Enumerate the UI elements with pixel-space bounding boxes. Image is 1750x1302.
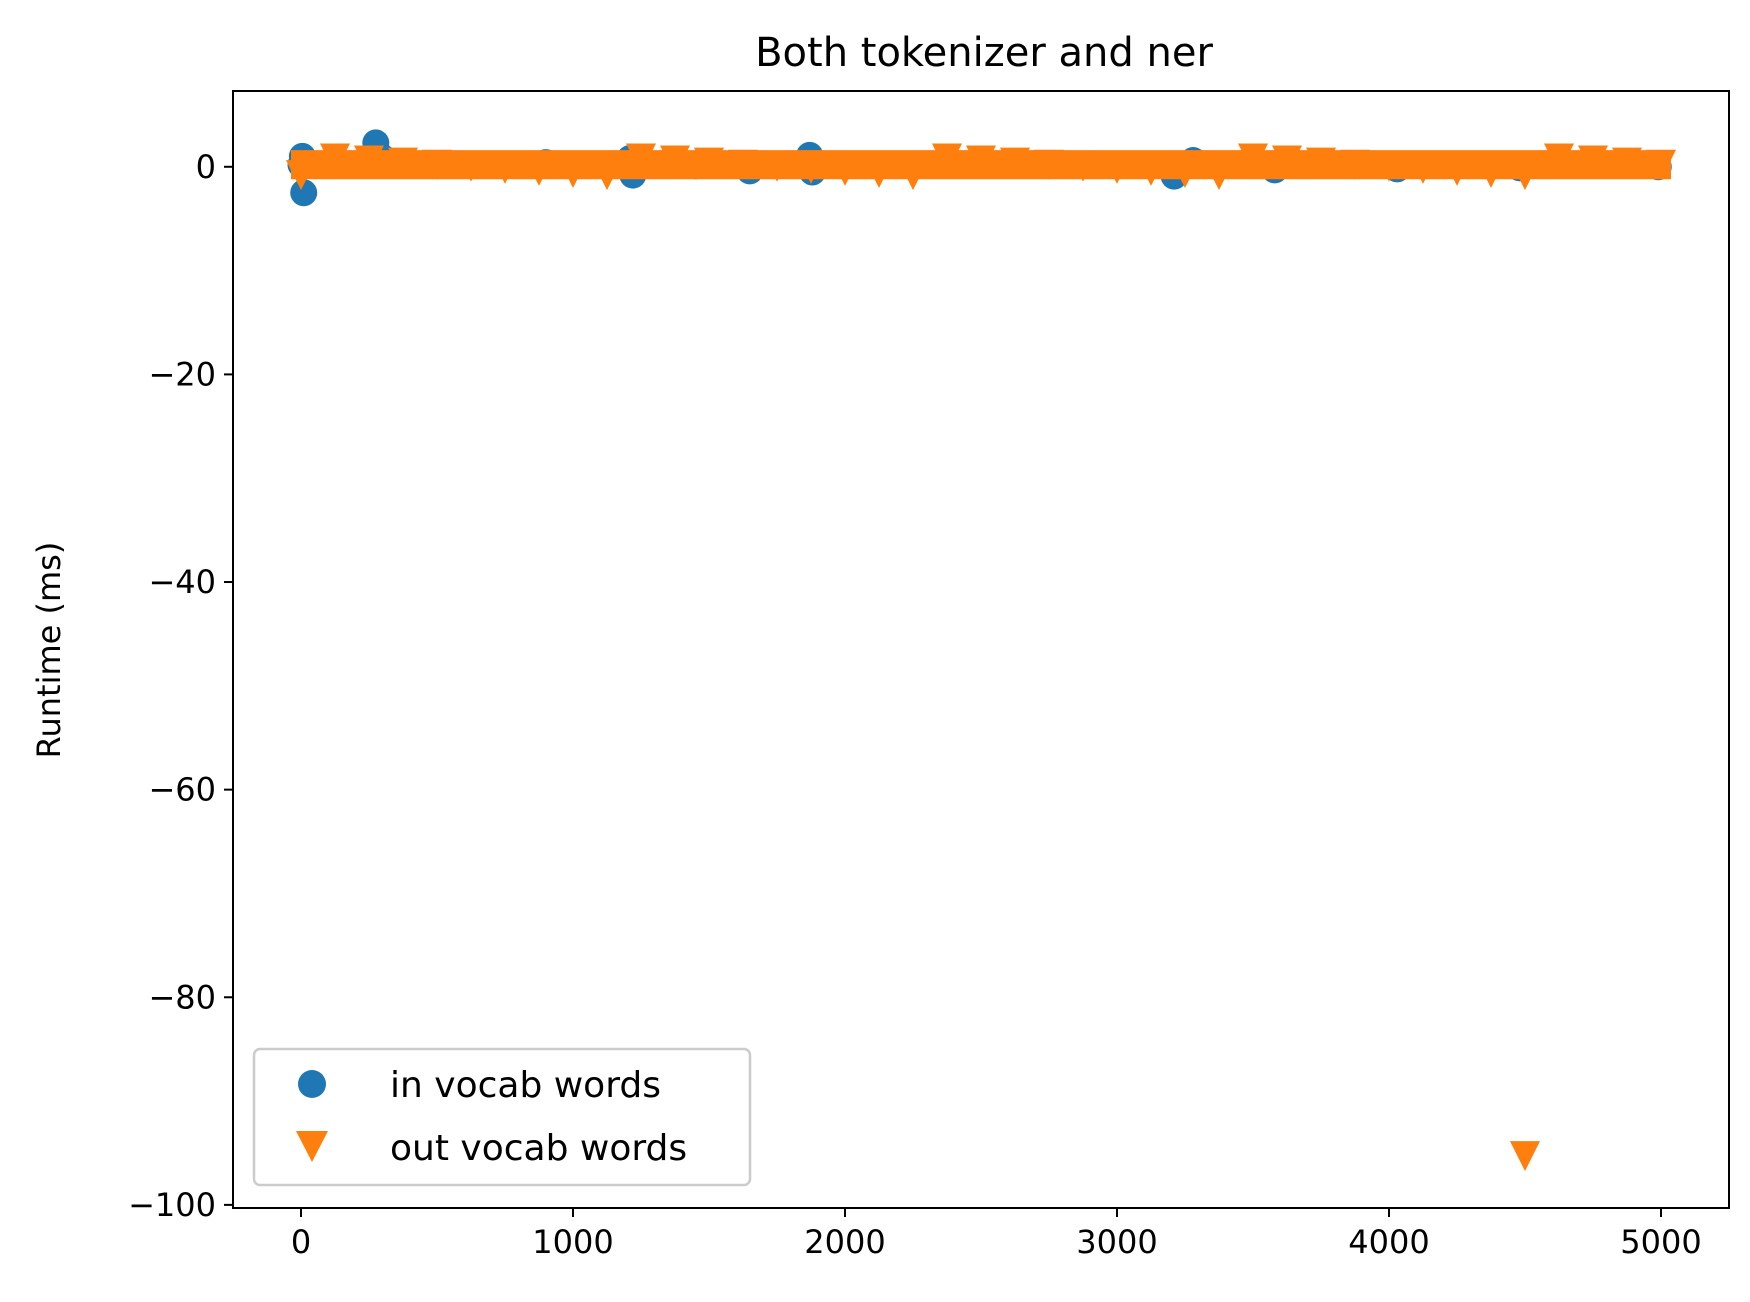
point-out-vocab [694, 147, 724, 178]
point-out-vocab [1646, 149, 1676, 180]
point-out-vocab [1612, 147, 1642, 178]
point-out-vocab [422, 149, 452, 180]
point-out-vocab [1578, 145, 1608, 176]
legend-label-in-vocab: in vocab words [390, 1065, 661, 1106]
point-out-vocab [456, 151, 486, 182]
point-out-vocab [388, 147, 418, 178]
point-out-vocab [830, 155, 860, 186]
point-out-vocab [320, 143, 350, 174]
point-out-vocab [796, 153, 826, 184]
point-out-vocab [1442, 155, 1472, 186]
point-out-vocab [762, 151, 792, 182]
point-out-vocab [1238, 143, 1268, 174]
point-out-vocab [1170, 158, 1200, 189]
legend-marker-in-vocab [298, 1070, 326, 1098]
point-out-vocab [626, 143, 656, 174]
y-tick-label: −100 [128, 1186, 216, 1224]
y-tick-label: −40 [148, 563, 216, 601]
point-out-vocab [1102, 153, 1132, 184]
point-out-vocab [1068, 151, 1098, 182]
point-out-vocab [966, 145, 996, 176]
point-out-vocab [1306, 147, 1336, 178]
point-out-vocab [728, 149, 758, 180]
legend-marker-out-vocab [296, 1131, 328, 1162]
point-out-vocab [524, 155, 554, 186]
axes: 0 1000 2000 3000 4000 5000 0 −20 −40 −60 −80 −100 [128, 90, 1730, 1261]
plot-frame [232, 90, 1730, 1209]
x-tick-label: 5000 [1620, 1223, 1701, 1261]
plot-area [286, 129, 1676, 1172]
point-out-vocab [864, 158, 894, 189]
legend: in vocab words out vocab words [252, 1047, 752, 1187]
point-out-vocab [1136, 155, 1166, 186]
x-tick-label: 4000 [1348, 1223, 1429, 1261]
point-out-vocab [1510, 160, 1540, 191]
point-out-vocab [490, 153, 520, 184]
point-out-vocab [898, 160, 928, 191]
point-out-vocab [354, 145, 384, 176]
y-tick-label: 0 [196, 148, 216, 186]
point-out-vocab [1034, 149, 1064, 180]
y-tick-label: −80 [148, 978, 216, 1016]
x-tick-label: 0 [291, 1223, 311, 1261]
y-tick-label: −20 [148, 355, 216, 393]
y-tick-label: −60 [148, 771, 216, 809]
legend-label-out-vocab: out vocab words [390, 1128, 687, 1169]
point-out-vocab [592, 160, 622, 191]
x-tick-label: 2000 [804, 1223, 885, 1261]
legend-box [252, 1047, 752, 1187]
point-out-vocab [1340, 149, 1370, 180]
x-tick-label: 1000 [532, 1223, 613, 1261]
point-in-vocab [290, 179, 318, 207]
point-out-vocab [1204, 160, 1234, 191]
point-out-vocab [932, 143, 962, 174]
x-tick-label: 3000 [1076, 1223, 1157, 1261]
point-out-vocab [1000, 147, 1030, 178]
point-out-vocab [286, 160, 316, 191]
point-out-vocab [1374, 151, 1404, 182]
plot-markers [286, 129, 1676, 1172]
point-out-vocab [558, 158, 588, 189]
point-out-vocab [660, 145, 690, 176]
point-out-vocab [1510, 1141, 1540, 1172]
y-axis-label: Runtime (ms) [30, 542, 68, 759]
point-out-vocab [1544, 143, 1574, 174]
point-out-vocab [1476, 158, 1506, 189]
point-out-vocab [1408, 153, 1438, 184]
point-out-vocab [1272, 145, 1302, 176]
chart-title: Both tokenizer and ner [755, 30, 1213, 76]
